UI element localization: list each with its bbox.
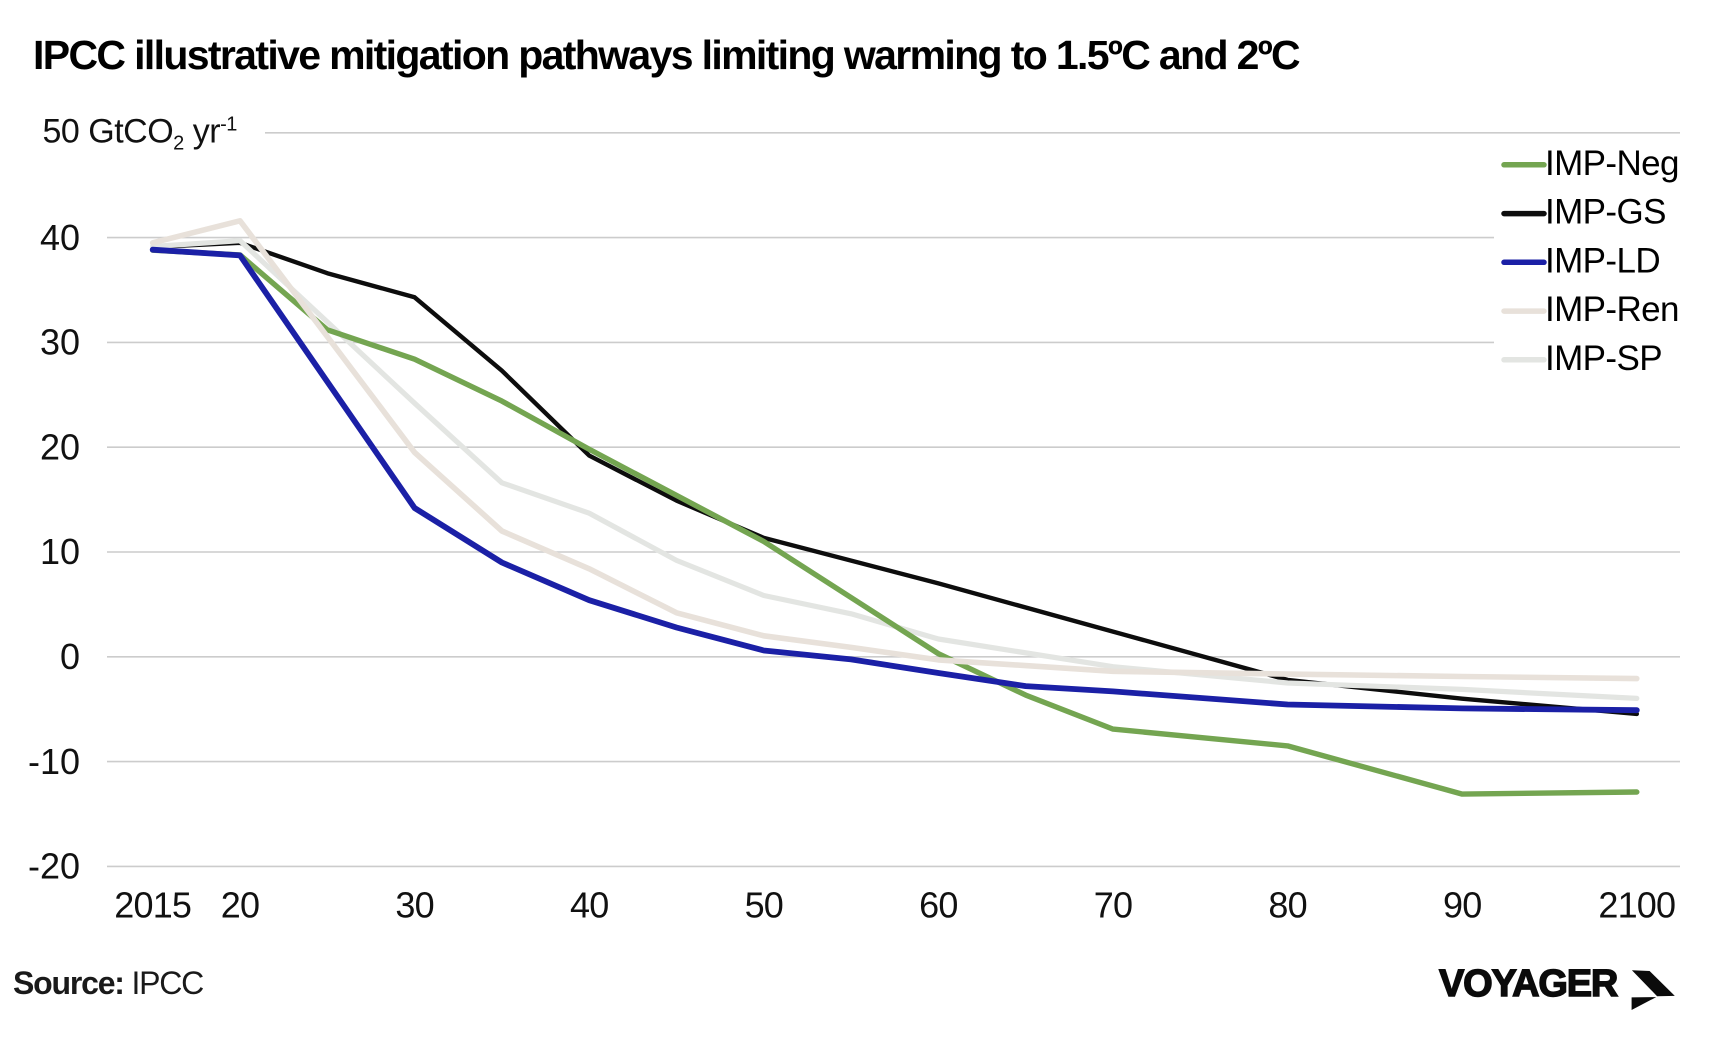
svg-text:2100: 2100: [1598, 884, 1675, 925]
svg-text:80: 80: [1268, 884, 1306, 925]
svg-text:-20: -20: [28, 846, 80, 887]
svg-text:30: 30: [395, 884, 433, 925]
svg-text:Source: IPCC: Source: IPCC: [13, 965, 203, 1001]
svg-text:20: 20: [40, 426, 80, 467]
svg-text:10: 10: [40, 531, 80, 572]
svg-text:2015: 2015: [114, 884, 191, 925]
svg-text:50: 50: [745, 884, 783, 925]
svg-text:60: 60: [919, 884, 957, 925]
svg-text:50 GtCO2 yr-1: 50 GtCO2 yr-1: [43, 112, 238, 154]
svg-text:IMP-SP: IMP-SP: [1545, 339, 1662, 378]
svg-text:-10: -10: [28, 741, 80, 782]
svg-text:40: 40: [570, 884, 608, 925]
svg-text:20: 20: [221, 884, 259, 925]
svg-text:70: 70: [1094, 884, 1132, 925]
svg-text:VOYAGER: VOYAGER: [1439, 963, 1618, 1005]
svg-text:40: 40: [40, 217, 80, 258]
svg-text:IMP-Neg: IMP-Neg: [1545, 144, 1679, 183]
svg-text:30: 30: [40, 322, 80, 363]
svg-text:IMP-GS: IMP-GS: [1545, 193, 1666, 232]
svg-text:90: 90: [1443, 884, 1481, 925]
svg-text:IPCC illustrative mitigation p: IPCC illustrative mitigation pathways li…: [33, 32, 1300, 78]
svg-text:IMP-LD: IMP-LD: [1545, 241, 1660, 280]
svg-text:IMP-Ren: IMP-Ren: [1545, 290, 1679, 329]
svg-text:0: 0: [60, 636, 80, 677]
